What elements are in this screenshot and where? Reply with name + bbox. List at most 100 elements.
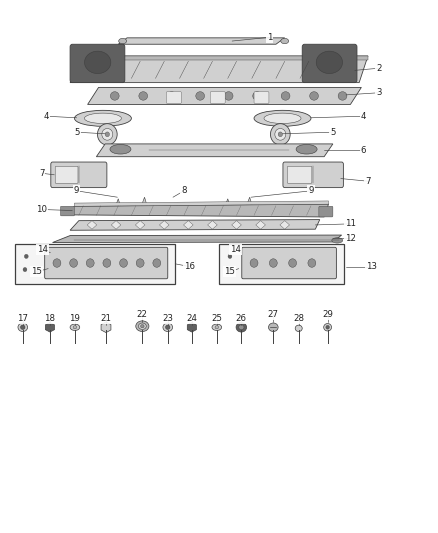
Ellipse shape <box>254 110 311 126</box>
Ellipse shape <box>296 144 317 154</box>
Text: 4: 4 <box>43 112 49 120</box>
Ellipse shape <box>73 326 77 329</box>
Text: 19: 19 <box>70 314 80 322</box>
Ellipse shape <box>119 38 127 44</box>
Ellipse shape <box>338 92 347 100</box>
Ellipse shape <box>138 323 146 329</box>
Ellipse shape <box>332 238 343 243</box>
Ellipse shape <box>120 259 127 267</box>
Polygon shape <box>61 204 328 217</box>
Ellipse shape <box>281 38 289 44</box>
Polygon shape <box>87 221 97 229</box>
Polygon shape <box>280 221 290 229</box>
Ellipse shape <box>250 259 258 267</box>
Polygon shape <box>70 220 320 230</box>
FancyBboxPatch shape <box>287 166 312 183</box>
Text: 25: 25 <box>211 314 223 322</box>
Polygon shape <box>53 235 342 243</box>
Ellipse shape <box>215 326 219 329</box>
Ellipse shape <box>308 259 316 267</box>
Polygon shape <box>187 322 196 332</box>
Text: 29: 29 <box>322 310 333 319</box>
Polygon shape <box>232 221 241 229</box>
Polygon shape <box>101 322 111 333</box>
Ellipse shape <box>167 92 176 100</box>
Ellipse shape <box>97 124 117 145</box>
Ellipse shape <box>227 268 230 272</box>
Text: 15: 15 <box>224 268 235 276</box>
Ellipse shape <box>74 110 131 126</box>
Text: 14: 14 <box>37 245 48 254</box>
Polygon shape <box>208 221 217 229</box>
Ellipse shape <box>264 113 301 124</box>
Ellipse shape <box>70 324 80 330</box>
Ellipse shape <box>324 324 332 331</box>
Text: 22: 22 <box>137 310 148 319</box>
Text: 12: 12 <box>345 234 356 243</box>
Text: 21: 21 <box>100 314 112 322</box>
Text: 2: 2 <box>376 64 381 72</box>
Ellipse shape <box>136 259 144 267</box>
Ellipse shape <box>253 92 261 100</box>
Ellipse shape <box>139 92 148 100</box>
FancyBboxPatch shape <box>51 162 107 188</box>
Ellipse shape <box>278 132 283 137</box>
Ellipse shape <box>270 124 290 145</box>
Ellipse shape <box>85 51 111 74</box>
Polygon shape <box>118 38 285 44</box>
Ellipse shape <box>18 323 28 332</box>
Text: 9: 9 <box>74 187 79 195</box>
Polygon shape <box>159 221 169 229</box>
Ellipse shape <box>166 325 170 329</box>
Polygon shape <box>223 199 231 211</box>
Text: 24: 24 <box>186 314 198 322</box>
FancyBboxPatch shape <box>210 92 225 103</box>
Text: 6: 6 <box>361 146 366 155</box>
FancyBboxPatch shape <box>319 206 333 217</box>
Polygon shape <box>88 87 361 104</box>
Ellipse shape <box>141 325 144 328</box>
FancyBboxPatch shape <box>245 207 254 213</box>
Polygon shape <box>74 201 328 206</box>
Text: 17: 17 <box>17 314 28 322</box>
Ellipse shape <box>23 268 27 272</box>
Text: 5: 5 <box>330 128 336 136</box>
Text: 16: 16 <box>184 262 195 271</box>
Polygon shape <box>140 197 148 209</box>
Ellipse shape <box>310 92 318 100</box>
Polygon shape <box>245 197 253 209</box>
Text: 7: 7 <box>39 169 44 177</box>
Ellipse shape <box>224 92 233 100</box>
FancyBboxPatch shape <box>283 162 343 188</box>
Ellipse shape <box>70 259 78 267</box>
Ellipse shape <box>268 323 278 332</box>
Ellipse shape <box>281 92 290 100</box>
Text: 5: 5 <box>74 128 79 136</box>
Ellipse shape <box>86 259 94 267</box>
Text: 14: 14 <box>230 245 241 254</box>
Ellipse shape <box>163 323 173 332</box>
FancyBboxPatch shape <box>242 247 336 279</box>
Text: 8: 8 <box>181 187 187 195</box>
Polygon shape <box>70 56 368 83</box>
Text: 10: 10 <box>36 205 47 214</box>
Ellipse shape <box>289 259 297 267</box>
FancyBboxPatch shape <box>302 44 357 83</box>
Ellipse shape <box>326 325 329 329</box>
Polygon shape <box>184 221 193 229</box>
Ellipse shape <box>25 254 28 259</box>
Ellipse shape <box>21 325 25 329</box>
Polygon shape <box>46 322 54 332</box>
Polygon shape <box>135 221 145 229</box>
Polygon shape <box>111 221 121 229</box>
Ellipse shape <box>102 128 113 140</box>
Ellipse shape <box>275 128 286 140</box>
FancyBboxPatch shape <box>166 92 181 103</box>
Text: 23: 23 <box>162 314 173 322</box>
Polygon shape <box>96 144 333 157</box>
Text: 13: 13 <box>366 262 377 271</box>
Text: 26: 26 <box>236 314 247 322</box>
FancyBboxPatch shape <box>219 244 344 284</box>
Text: 1: 1 <box>267 33 272 42</box>
FancyBboxPatch shape <box>223 209 232 214</box>
